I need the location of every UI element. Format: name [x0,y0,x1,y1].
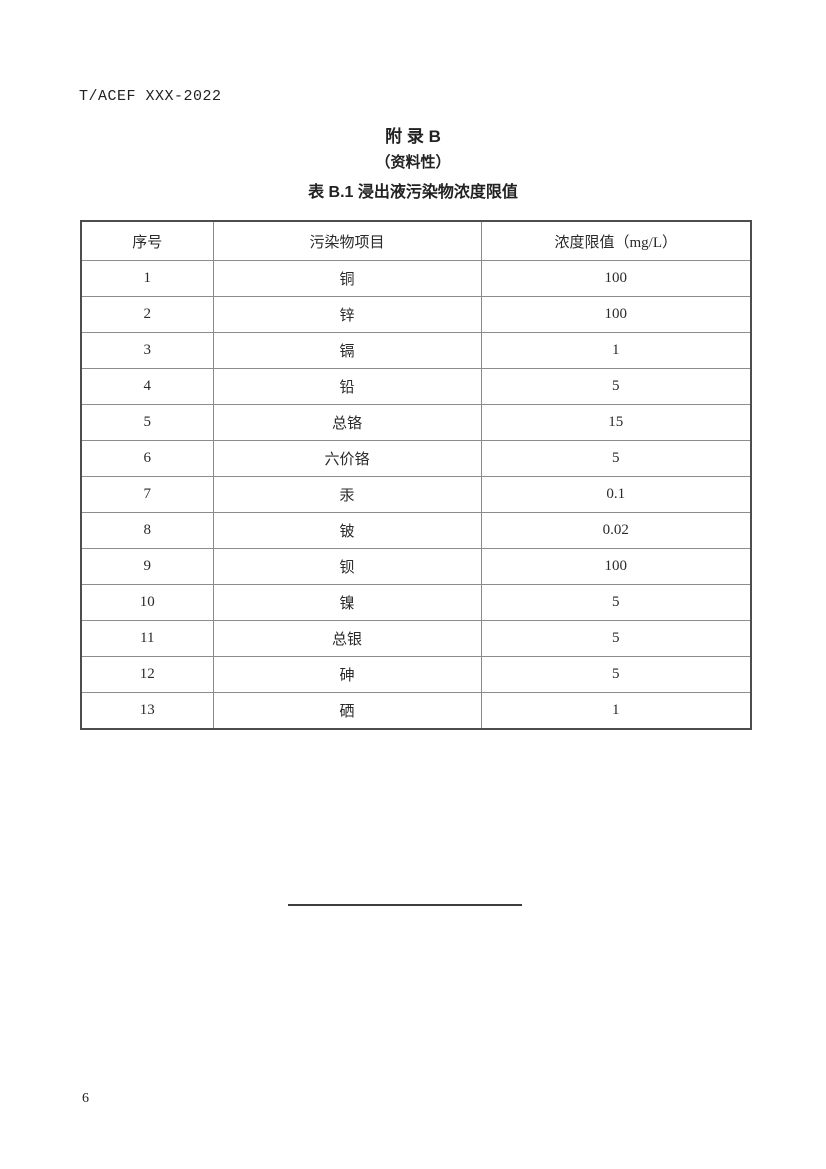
table-row: 13 硒 1 [80,692,752,730]
table-row: 12 砷 5 [80,656,752,693]
cell-pollutant: 总银 [212,620,482,657]
column-header-pollutant: 污染物项目 [212,220,482,261]
cell-limit: 0.02 [480,512,752,549]
table-row: 2 锌 100 [80,296,752,333]
cell-pollutant: 硒 [212,692,482,730]
table-row: 7 汞 0.1 [80,476,752,513]
cell-pollutant: 铅 [212,368,482,405]
column-header-index: 序号 [80,220,214,261]
cell-pollutant: 镉 [212,332,482,369]
cell-index: 12 [80,656,214,693]
cell-limit: 15 [480,404,752,441]
column-header-limit: 浓度限值（mg/L） [480,220,752,261]
table-row: 1 铜 100 [80,260,752,297]
cell-pollutant: 铍 [212,512,482,549]
cell-pollutant: 砷 [212,656,482,693]
cell-index: 13 [80,692,214,730]
cell-pollutant: 总铬 [212,404,482,441]
cell-index: 9 [80,548,214,585]
cell-index: 11 [80,620,214,657]
cell-index: 1 [80,260,214,297]
cell-pollutant: 铜 [212,260,482,297]
table-row: 8 铍 0.02 [80,512,752,549]
cell-limit: 1 [480,332,752,369]
cell-limit: 5 [480,656,752,693]
cell-limit: 5 [480,584,752,621]
table-row: 5 总铬 15 [80,404,752,441]
cell-pollutant: 钡 [212,548,482,585]
cell-index: 3 [80,332,214,369]
cell-limit: 5 [480,440,752,477]
cell-pollutant: 六价铬 [212,440,482,477]
table-caption: 表 B.1 浸出液污染物浓度限值 [308,184,518,201]
table-row: 11 总银 5 [80,620,752,657]
cell-index: 5 [80,404,214,441]
cell-limit: 100 [480,548,752,585]
cell-pollutant: 镍 [212,584,482,621]
cell-pollutant: 汞 [212,476,482,513]
cell-index: 6 [80,440,214,477]
appendix-title: 附 录 B [385,127,441,146]
cell-index: 4 [80,368,214,405]
cell-limit: 5 [480,620,752,657]
cell-limit: 5 [480,368,752,405]
cell-limit: 0.1 [480,476,752,513]
table-row: 10 镍 5 [80,584,752,621]
pollutant-limits-table: 序号 污染物项目 浓度限值（mg/L） 1 铜 100 2 锌 100 3 镉 1 4 铅 5 5 总铬 1… [80,220,752,730]
cell-pollutant: 锌 [212,296,482,333]
cell-index: 8 [80,512,214,549]
cell-limit: 100 [480,260,752,297]
page-number: 6 [82,1091,89,1106]
cell-index: 2 [80,296,214,333]
table-body: 1 铜 100 2 锌 100 3 镉 1 4 铅 5 5 总铬 15 6 六价铬 5 7 汞 0.1 8 铍 0.02 9 钡 1… [80,260,752,730]
appendix-subtitle: （资料性） [375,154,451,171]
footer-separator-line [288,904,522,906]
standard-number: T/ACEF XXX-2022 [79,88,222,105]
cell-limit: 100 [480,296,752,333]
cell-index: 10 [80,584,214,621]
table-row: 6 六价铬 5 [80,440,752,477]
cell-index: 7 [80,476,214,513]
table-header: 序号 污染物项目 浓度限值（mg/L） [80,220,752,261]
table-row: 9 钡 100 [80,548,752,585]
cell-limit: 1 [480,692,752,730]
header-row: 序号 污染物项目 浓度限值（mg/L） [80,220,752,261]
